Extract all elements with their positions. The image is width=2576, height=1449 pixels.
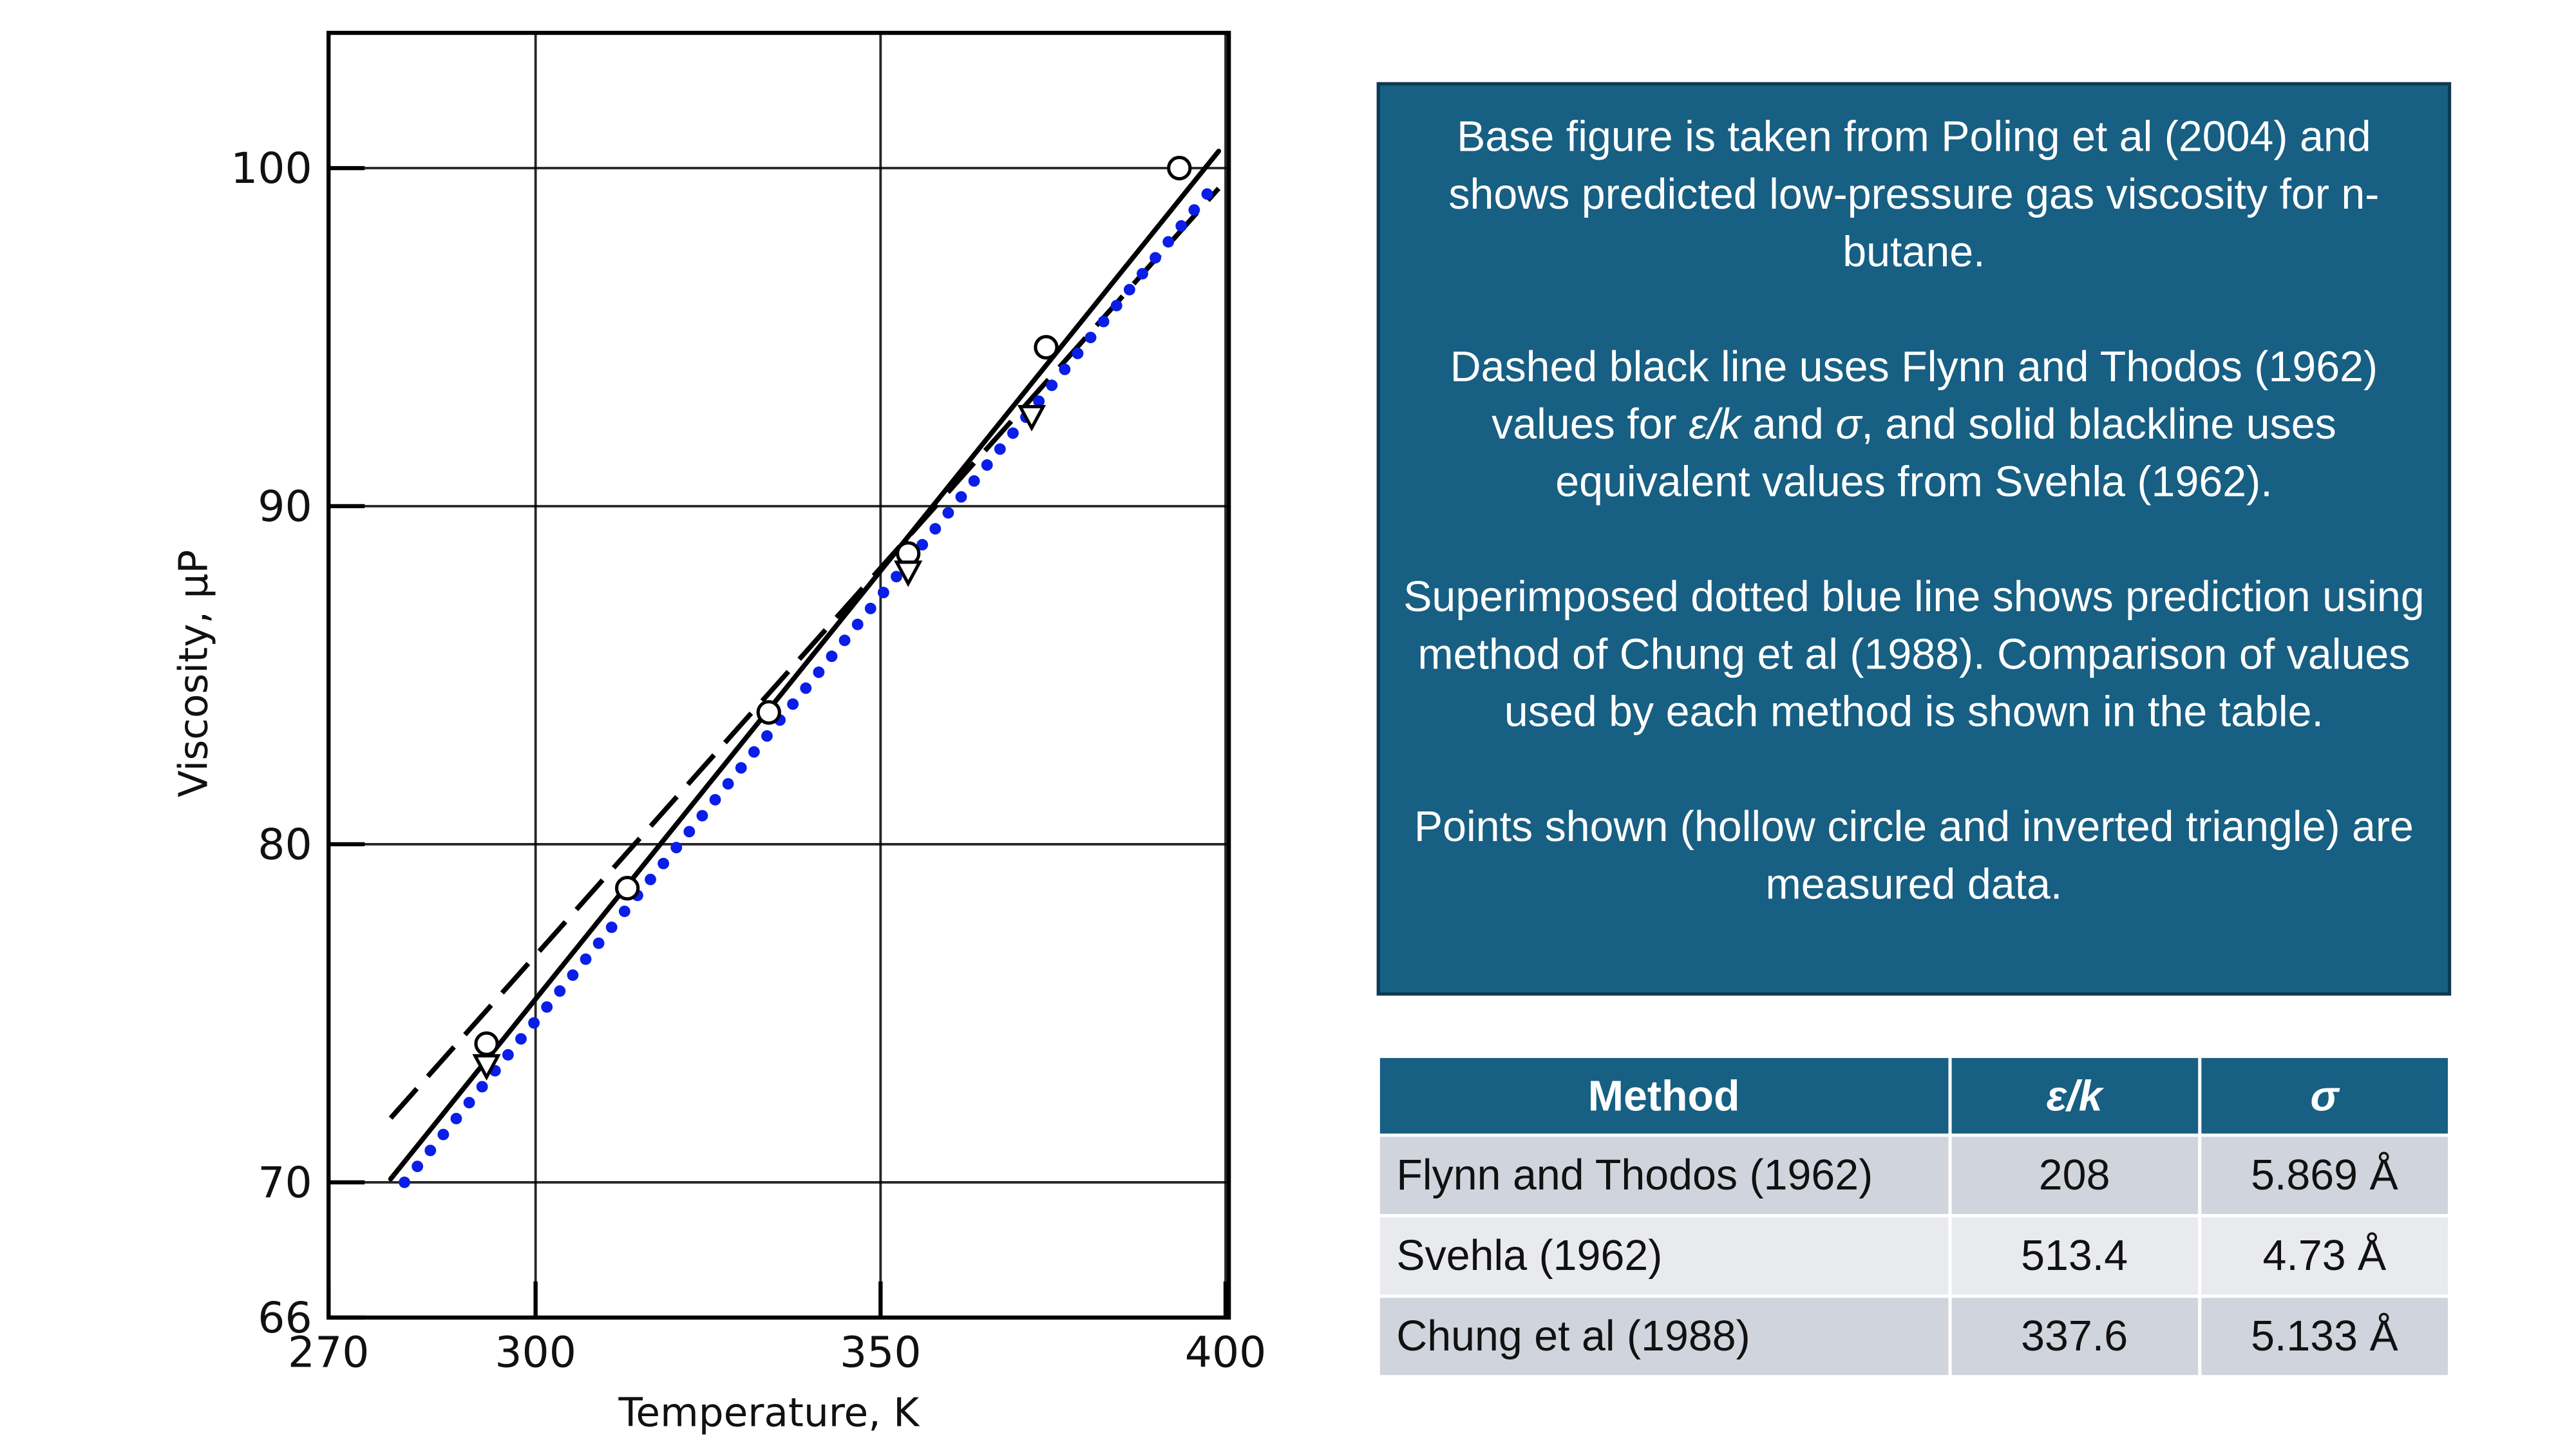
note-text: , and solid blackline uses equivalent va… bbox=[1555, 399, 2336, 506]
table-cell: Flynn and Thodos (1962) bbox=[1376, 1133, 1951, 1218]
header-cell: Method bbox=[1376, 1054, 1951, 1137]
header-row: Method ε/k σ bbox=[1376, 1054, 2452, 1137]
data-point bbox=[472, 1054, 501, 1081]
table-cell: 513.4 bbox=[1947, 1214, 2201, 1298]
table-row: Flynn and Thodos (1962) 208 5.869 Å bbox=[1376, 1133, 2452, 1218]
table-cell: 337.6 bbox=[1947, 1294, 2201, 1379]
line-dotted bbox=[399, 182, 1218, 1188]
y-tick-label: 66 bbox=[258, 1293, 312, 1343]
table-cell: 5.869 Å bbox=[2197, 1133, 2452, 1218]
line-dashed bbox=[388, 186, 1221, 1120]
table-cell: 208 bbox=[1947, 1133, 2201, 1218]
plot-frame bbox=[327, 30, 1231, 1320]
note-paragraph: Base figure is taken from Poling et al (… bbox=[1403, 108, 2425, 281]
data-point bbox=[1167, 155, 1192, 181]
header-cell: ε/k bbox=[1947, 1054, 2201, 1137]
y-tick-label: 70 bbox=[258, 1157, 312, 1208]
table-cell: 5.133 Å bbox=[2197, 1294, 2452, 1379]
y-tick-label: 90 bbox=[258, 481, 312, 531]
y-tick-label: 100 bbox=[231, 143, 312, 193]
y-axis-label: Viscosity, μP bbox=[171, 550, 216, 797]
y-tick-label: 80 bbox=[258, 819, 312, 869]
x-tick-label: 300 bbox=[495, 1327, 576, 1377]
table-cell: Svehla (1962) bbox=[1376, 1214, 1951, 1298]
note-paragraph: Superimposed dotted blue line shows pred… bbox=[1403, 569, 2425, 741]
comparison-table: Method ε/k σ Flynn and Thodos (1962) 208 5.86… bbox=[1376, 1054, 2452, 1379]
note-paragraph: Dashed black line uses Flynn and Thodos … bbox=[1403, 339, 2425, 511]
x-tick-label: 350 bbox=[840, 1327, 922, 1377]
data-point bbox=[614, 876, 640, 901]
table-row: Chung et al (1988) 337.6 5.133 Å bbox=[1376, 1294, 2452, 1379]
note-text: Points shown (hollow circle and inverted… bbox=[1414, 801, 2414, 909]
table-cell: Chung et al (1988) bbox=[1376, 1294, 1951, 1379]
note-text: Base figure is taken from Poling et al (… bbox=[1448, 111, 2380, 276]
note-text: and bbox=[1740, 399, 1836, 449]
x-tick-label: 270 bbox=[288, 1327, 370, 1377]
data-point bbox=[756, 700, 781, 725]
data-point bbox=[894, 560, 923, 587]
note-paragraph: Points shown (hollow circle and inverted… bbox=[1403, 799, 2425, 914]
header-cell: σ bbox=[2197, 1054, 2452, 1137]
table-row: Svehla (1962) 513.4 4.73 Å bbox=[1376, 1214, 2452, 1298]
note-text: Superimposed dotted blue line shows pred… bbox=[1403, 571, 2425, 736]
x-axis-label: Temperature, K bbox=[618, 1390, 920, 1435]
chart: Temperature, K Viscosity, μP 66 70 80 90 100… bbox=[171, 30, 1267, 1435]
data-point bbox=[1034, 335, 1059, 360]
note-text: ε/k bbox=[1689, 399, 1741, 449]
x-tick-label: 400 bbox=[1185, 1327, 1267, 1377]
line-solid bbox=[388, 148, 1222, 1182]
data-point bbox=[1017, 404, 1046, 432]
data-point bbox=[474, 1031, 499, 1056]
note-box: Base figure is taken from Poling et al (… bbox=[1376, 82, 2452, 996]
note-text: σ bbox=[1835, 399, 1862, 449]
table-cell: 4.73 Å bbox=[2197, 1214, 2452, 1298]
note-text: Dashed black line uses Flynn and Thodos … bbox=[1450, 341, 2378, 449]
